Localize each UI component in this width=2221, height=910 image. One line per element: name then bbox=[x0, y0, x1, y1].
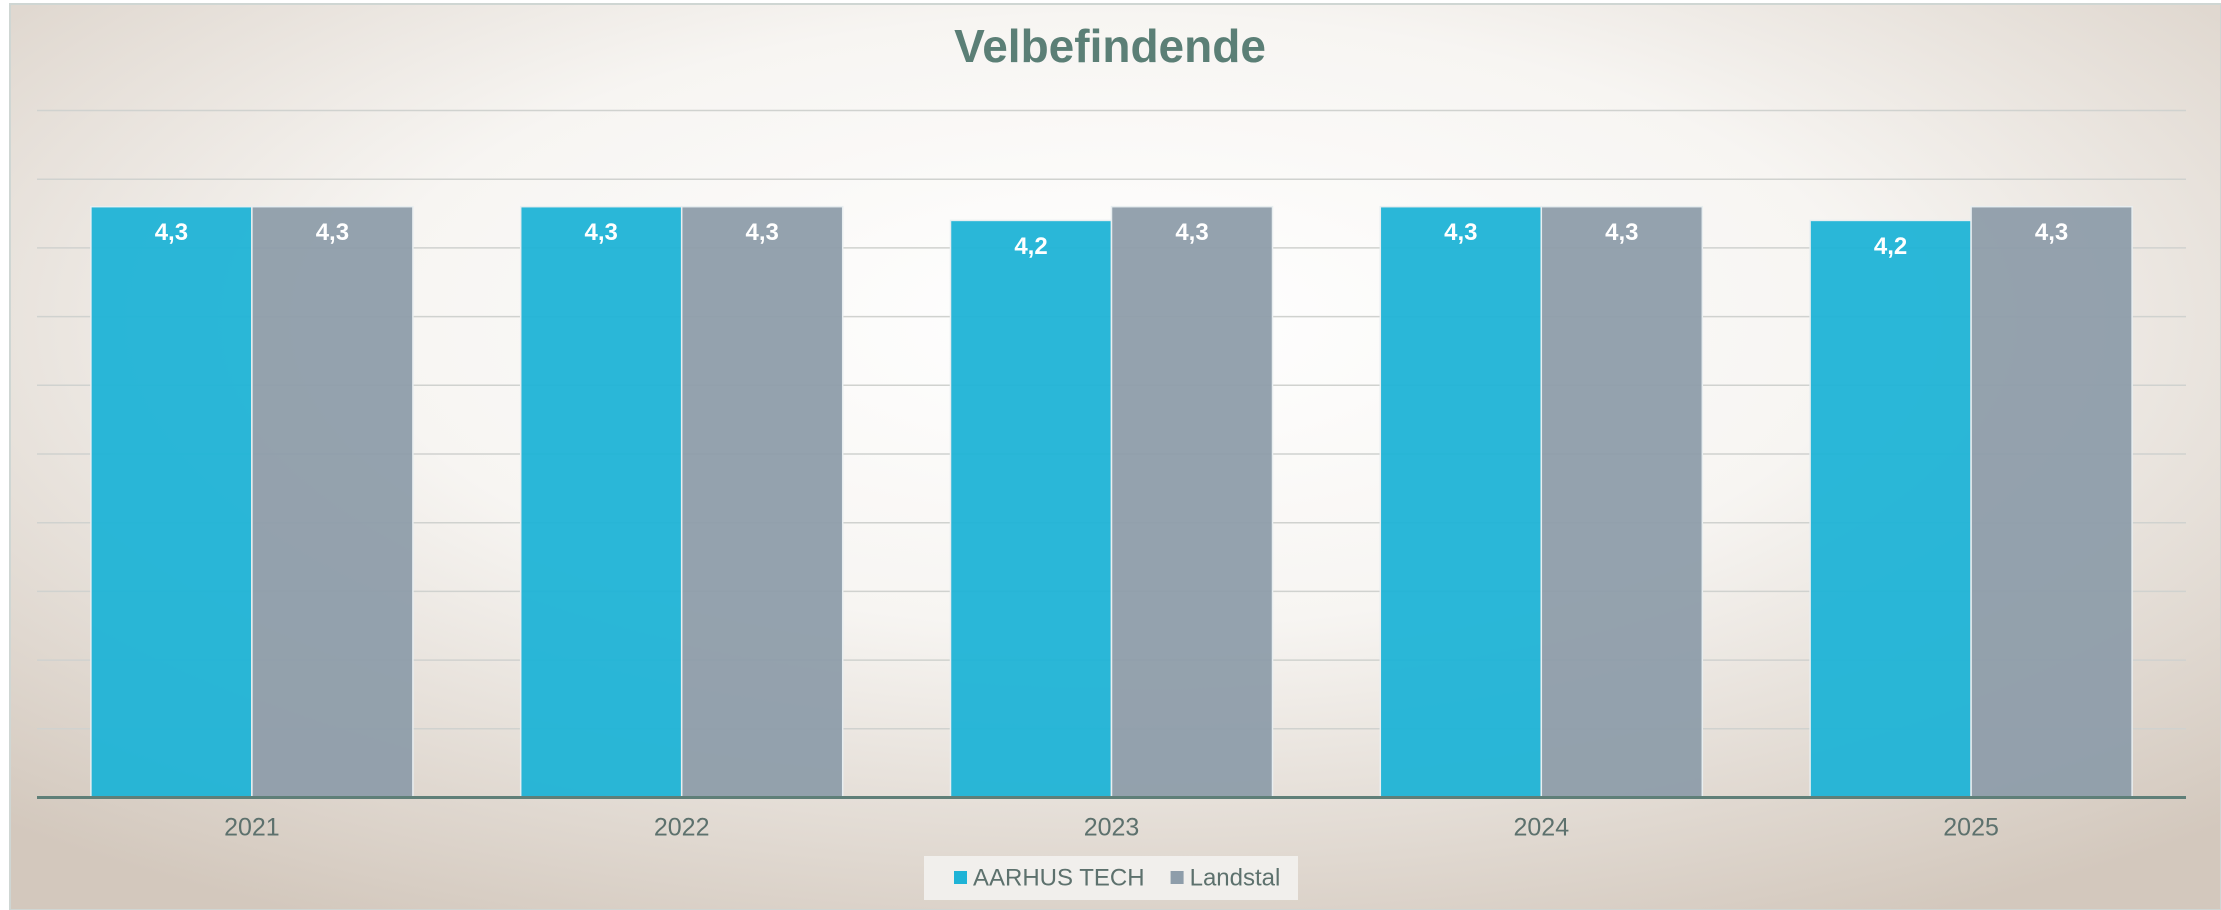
x-tick-label: 2024 bbox=[1513, 814, 1569, 842]
data-label: 4,3 bbox=[1175, 219, 1208, 246]
bar bbox=[519, 205, 683, 799]
data-label: 4,3 bbox=[155, 219, 188, 246]
data-label: 4,3 bbox=[746, 219, 779, 246]
bar bbox=[1379, 205, 1543, 799]
legend-label: Landstal bbox=[1190, 864, 1281, 891]
chart-title: Velbefindende bbox=[954, 20, 1266, 72]
legend-label: AARHUS TECH bbox=[973, 864, 1145, 891]
bar bbox=[680, 205, 844, 799]
x-tick-label: 2021 bbox=[224, 814, 280, 842]
data-label: 4,3 bbox=[1444, 219, 1477, 246]
bar bbox=[949, 219, 1113, 799]
bar bbox=[1809, 219, 1972, 799]
data-label: 4,3 bbox=[316, 219, 349, 246]
bar bbox=[251, 205, 414, 799]
data-label: 4,3 bbox=[585, 219, 618, 246]
x-tick-label: 2023 bbox=[1084, 814, 1140, 842]
data-label: 4,2 bbox=[1014, 233, 1047, 260]
bar bbox=[1970, 205, 2133, 799]
x-tick-label: 2022 bbox=[654, 814, 710, 842]
bar bbox=[1540, 205, 1704, 799]
bar bbox=[1110, 205, 1274, 799]
legend-box bbox=[924, 856, 1298, 900]
legend-swatch bbox=[954, 871, 967, 884]
data-label: 4,3 bbox=[2035, 219, 2068, 246]
legend-swatch bbox=[1170, 871, 1184, 884]
data-label: 4,2 bbox=[1874, 233, 1907, 260]
data-label: 4,3 bbox=[1605, 219, 1638, 246]
bar bbox=[90, 205, 253, 799]
x-tick-label: 2025 bbox=[1943, 814, 1999, 842]
